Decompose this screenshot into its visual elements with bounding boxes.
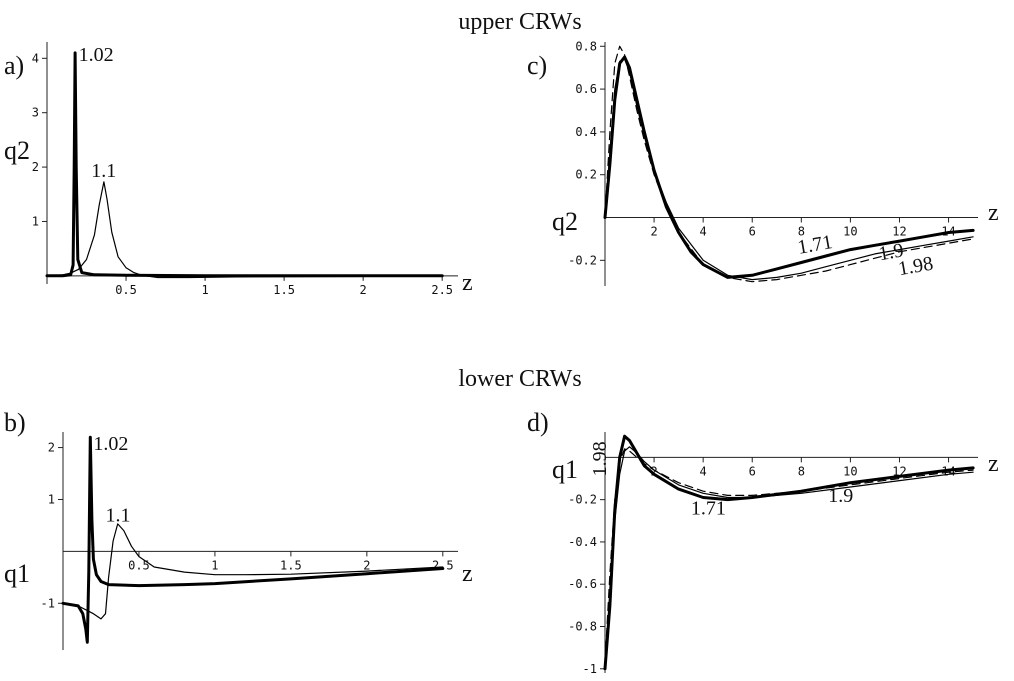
curve-label: 1.02 [93,433,128,455]
x-axis-label: z [462,561,473,587]
series-line-1-1 [46,181,443,279]
x-tick-label: 6 [749,225,756,239]
x-tick-label: 0.5 [128,558,150,572]
y-tick-label: 4 [32,51,39,65]
y-tick-label: -1 [41,596,55,610]
x-tick-label: 2.5 [431,283,453,297]
series-line-1-98 [604,448,974,663]
y-tick-label: -0.2 [568,493,597,507]
x-tick-label: 12 [892,225,906,239]
series-line-1-98 [604,45,974,283]
x-tick-label: 8 [798,225,805,239]
y-tick-label: -0.4 [568,535,597,549]
series-line-1-71 [603,434,975,671]
y-tick-label: 2 [48,441,55,455]
y-axis-label: q2 [552,207,578,236]
chart-panel-d: d) q1 z 2 4 6 8 10 12 14-1-0.8-0.6-0.4-0.21.98… [527,408,999,676]
upper-crws-title: upper CRWs [458,9,581,35]
x-tick-label: 1 [211,558,218,572]
y-tick-label: 2 [32,160,39,174]
y-tick-label: 0.2 [575,168,597,182]
y-tick-label: 0.6 [575,82,597,96]
y-axis-label: q2 [4,136,30,165]
y-tick-label: 1 [48,492,55,506]
lower-crws-title: lower CRWs [458,366,581,392]
series-line-1-71 [603,55,975,279]
y-tick-label: 0.8 [575,39,597,53]
x-axis-label: z [988,451,999,477]
x-tick-label: 2 [650,464,657,478]
y-axis-label: q1 [4,559,30,588]
curve-label: 1.9 [877,239,905,265]
chart-panel-c: c) q2 z 2 4 6 8 10 12 14-0.20.20.40.60.81.71 1.… [527,39,999,286]
x-tick-label: 2 [360,283,367,297]
y-tick-label: -0.8 [568,619,597,633]
x-tick-label: 4 [700,225,707,239]
x-tick-label: 10 [843,225,857,239]
x-tick-label: 2 [650,225,657,239]
curve-label: 1.98 [897,252,935,280]
panel-label: c) [527,51,547,80]
x-tick-label: 0.5 [115,283,137,297]
x-axis-label: z [988,200,999,226]
x-tick-label: 10 [843,464,857,478]
y-axis-label: q1 [552,455,578,484]
x-tick-label: 1.5 [280,558,302,572]
x-tick-label: 6 [749,464,756,478]
y-tick-label: 1 [32,214,39,228]
y-tick-label: 0.4 [575,125,597,139]
series-line-1-02 [61,435,445,644]
series-line-1-9 [604,446,974,670]
series-line-1-02 [45,51,444,278]
chart-panel-a: a) q2 z 0.5 1 1.5 2 2.5 1 2 3 4 1.02 1.1 [4,42,473,297]
curve-label: 1.1 [91,160,116,182]
x-tick-label: 4 [700,464,707,478]
curve-label: 1.9 [828,485,853,507]
curve-label: 1.1 [106,504,131,526]
x-tick-label: 1 [201,283,208,297]
panel-label: a) [4,51,24,80]
x-axis-label: z [462,270,473,296]
series-line-1-1 [62,523,444,620]
y-tick-label: -0.2 [568,253,597,267]
curve-label: 1.02 [79,44,114,66]
series-line-1-9 [604,58,974,281]
y-tick-label: 3 [32,106,39,120]
curve-label: 1.71 [691,497,726,519]
panel-label: b) [4,408,26,437]
x-tick-label: 2 [363,558,370,572]
y-tick-label: -1 [583,662,597,676]
x-tick-label: 1.5 [273,283,295,297]
panel-label: d) [527,408,549,437]
y-tick-label: -0.6 [568,577,597,591]
curve-label: 1.98 [589,441,611,476]
x-tick-label: 8 [798,464,805,478]
chart-panel-b: b) q1 z 0.5 1 1.5 2 2.5-112 1.021.1 [4,408,473,650]
